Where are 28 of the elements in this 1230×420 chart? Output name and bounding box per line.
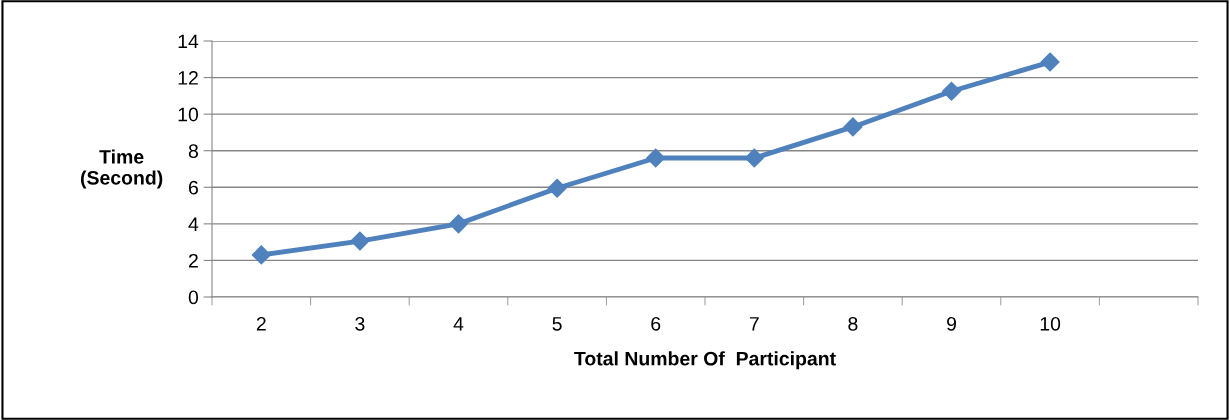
y-tick-label: 8 [188, 144, 198, 158]
point [1040, 52, 1060, 72]
x-tick-label: 8 [848, 316, 858, 331]
x-tick-label: 4 [453, 317, 464, 331]
point [448, 214, 469, 234]
point [941, 81, 962, 101]
y-tick-label: 4 [188, 217, 199, 231]
point [646, 148, 666, 168]
x-tick-label: 7 [749, 317, 759, 331]
point [744, 148, 764, 168]
point [843, 117, 863, 137]
x-tick-label: 9 [947, 316, 956, 331]
y-tick-label: 0 [188, 290, 199, 305]
point [251, 245, 271, 265]
y-tick-label: 6 [188, 180, 198, 195]
x-tick-label: 3 [355, 316, 365, 331]
x-tick-label: 10 [1040, 316, 1061, 331]
point [547, 178, 567, 198]
y-tick-label: 10 [178, 107, 199, 122]
x-tick-label: 2 [256, 316, 266, 331]
point [350, 231, 370, 251]
y-tick-label: 12 [178, 71, 198, 85]
y-tick-label: 14 [178, 34, 199, 49]
x-axis-title: Total Number Of Participant [574, 351, 836, 370]
x-tick-label: 6 [651, 316, 661, 331]
x-tick-label: 5 [552, 317, 562, 331]
y-axis-title: Time (Second) [81, 149, 163, 189]
y-tick-label: 2 [188, 253, 198, 268]
